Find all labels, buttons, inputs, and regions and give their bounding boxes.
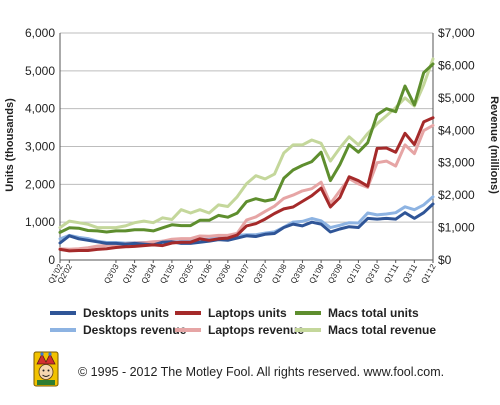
y2-tick-label: $6,000 <box>438 58 475 72</box>
y2-tick-label: $7,000 <box>438 26 475 40</box>
y-tick-label: 3,000 <box>25 140 55 154</box>
legend-label-desktops-units: Desktops units <box>83 306 169 320</box>
x-tick-label: Q3'11 <box>401 262 419 285</box>
x-tick-label: Q1'10 <box>345 262 364 285</box>
y-tick-label: 6,000 <box>25 26 55 40</box>
motley-fool-jester-logo <box>33 351 59 387</box>
x-tick-label: Q3'03 <box>102 262 121 285</box>
footer: © 1995 - 2012 The Motley Fool. All right… <box>33 351 444 387</box>
x-tick-label: Q3'10 <box>363 262 382 285</box>
series-line-laptops-units <box>58 116 435 253</box>
y2-tick-label: $0 <box>438 253 452 267</box>
x-tick-label: Q3'05 <box>177 262 196 285</box>
x-tick-label: Q3'09 <box>326 262 345 285</box>
series-lines <box>58 57 435 253</box>
legend-label-desktops-revenue: Desktops revenue <box>83 323 187 337</box>
x-tick-label: Q1'08 <box>270 262 289 285</box>
x-tick-label: Q1'05 <box>158 262 177 285</box>
y2-axis-title: Revenue (millions) <box>488 96 500 194</box>
y-tick-label: 2,000 <box>25 177 55 191</box>
x-tick-label: Q3'08 <box>289 262 308 285</box>
legend-label-laptops-revenue: Laptops revenue <box>208 323 304 337</box>
x-tick-label: Q1'12 <box>419 262 438 285</box>
x-tick-label: Q3'06 <box>214 262 233 285</box>
x-tick-label: Q1'09 <box>307 262 326 285</box>
x-tick-label: Q1'11 <box>382 262 400 285</box>
legend: Desktops units Laptops units Macs total un… <box>50 306 436 337</box>
y-tick-label: 0 <box>48 253 55 267</box>
y-tick-label: 5,000 <box>25 64 55 78</box>
y2-tick-label: $2,000 <box>438 188 475 202</box>
y-tick-label: 1,000 <box>25 215 55 229</box>
y2-tick-label: $3,000 <box>438 156 475 170</box>
series-line-macs-total-units <box>58 62 435 234</box>
x-tick-label: Q1'06 <box>196 262 215 285</box>
legend-label-macs-total-revenue: Macs total revenue <box>328 323 436 337</box>
x-tick-label: Q1'04 <box>121 262 140 285</box>
x-tick-label: Q3'07 <box>252 262 271 285</box>
y2-tick-label: $1,000 <box>438 221 475 235</box>
y-axis-title: Units (thousands) <box>4 98 16 192</box>
legend-label-macs-total-units: Macs total units <box>328 306 419 320</box>
y-tick-label: 4,000 <box>25 102 55 116</box>
x-tick-label: Q3'04 <box>140 262 159 285</box>
x-tick-label: Q1'07 <box>233 262 252 285</box>
copyright-text: © 1995 - 2012 The Motley Fool. All right… <box>78 365 444 379</box>
y2-tick-label: $4,000 <box>438 123 475 137</box>
legend-label-laptops-units: Laptops units <box>208 306 287 320</box>
y2-tick-label: $5,000 <box>438 91 475 105</box>
series-line-desktops-units <box>58 202 435 247</box>
